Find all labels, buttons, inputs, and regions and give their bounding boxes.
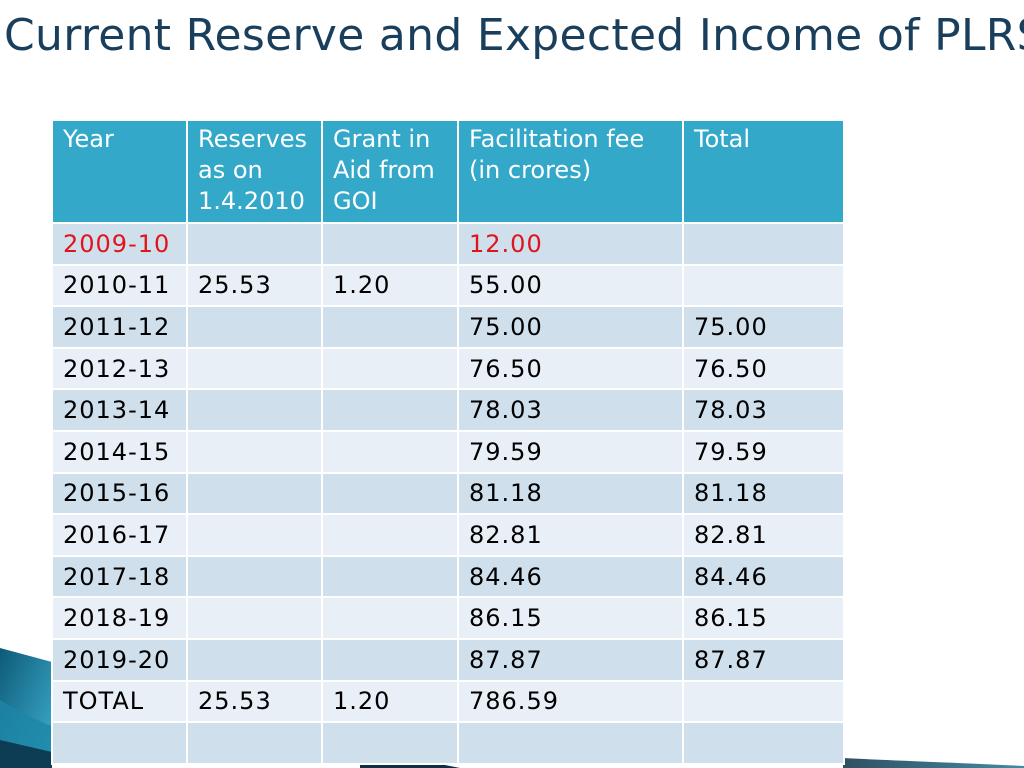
year-cell: 2012-13 [51, 346, 188, 391]
year-cell: TOTAL [51, 679, 188, 724]
total-cell: 78.03 [682, 388, 845, 432]
total-cell: 87.87 [682, 637, 845, 682]
total-cell: 75.00 [682, 305, 845, 349]
reserves-cell [186, 513, 323, 557]
reserves-cell [186, 554, 323, 599]
reserves-cell [186, 222, 323, 266]
table-row: 2015-16 81.18 81.18 [51, 471, 845, 516]
facilitation-fee-cell: 75.00 [457, 305, 684, 349]
table-row: 2012-13 76.50 76.50 [51, 346, 845, 391]
year-cell: 2013-14 [51, 388, 188, 432]
facilitation-fee-cell: 81.18 [457, 471, 684, 516]
reserves-cell [186, 596, 323, 640]
year-cell: 2015-16 [51, 471, 188, 516]
grant-cell [321, 346, 459, 391]
table-row [51, 721, 845, 765]
grant-cell: 1.20 [321, 679, 459, 724]
grant-cell [321, 596, 459, 640]
header-facilitation-fee: Facilitation fee (in crores) [457, 119, 684, 224]
year-cell: 2010-11 [51, 263, 188, 308]
table-row: 2017-18 84.46 84.46 [51, 554, 845, 599]
table-row: 2013-14 78.03 78.03 [51, 388, 845, 432]
total-cell [682, 679, 845, 724]
header-reserves: Reserves as on 1.4.2010 [186, 119, 323, 224]
table-body: 2009-10 12.00 2010-11 25.53 1.20 55.00 2011-12… [51, 222, 845, 765]
total-cell: 84.46 [682, 554, 845, 599]
facilitation-fee-cell: 79.59 [457, 429, 684, 474]
total-cell: 82.81 [682, 513, 845, 557]
table-row: 2019-20 87.87 87.87 [51, 637, 845, 682]
income-table: Year Reserves as on 1.4.2010 Grant in Ai… [51, 119, 845, 765]
reserves-cell [186, 305, 323, 349]
year-cell: 2019-20 [51, 637, 188, 682]
facilitation-fee-cell: 76.50 [457, 346, 684, 391]
grant-cell [321, 637, 459, 682]
reserves-cell [186, 388, 323, 432]
grant-cell [321, 721, 459, 765]
facilitation-fee-cell: 86.15 [457, 596, 684, 640]
facilitation-fee-cell: 12.00 [457, 222, 684, 266]
facilitation-fee-cell: 87.87 [457, 637, 684, 682]
reserves-cell [186, 721, 323, 765]
year-cell: 2017-18 [51, 554, 188, 599]
facilitation-fee-cell [457, 721, 684, 765]
table-row: 2016-17 82.81 82.81 [51, 513, 845, 557]
year-cell: 2016-17 [51, 513, 188, 557]
grant-cell [321, 554, 459, 599]
facilitation-fee-cell: 78.03 [457, 388, 684, 432]
table-row: TOTAL 25.53 1.20 786.59 [51, 679, 845, 724]
table-row: 2010-11 25.53 1.20 55.00 [51, 263, 845, 308]
table-row: 2018-19 86.15 86.15 [51, 596, 845, 640]
reserves-cell [186, 471, 323, 516]
table-row: 2011-12 75.00 75.00 [51, 305, 845, 349]
grant-cell [321, 305, 459, 349]
header-year: Year [51, 119, 188, 224]
slide-title: Current Reserve and Expected Income of P… [4, 10, 1024, 61]
table-row: 2009-10 12.00 [51, 222, 845, 266]
total-cell [682, 222, 845, 266]
grant-cell [321, 429, 459, 474]
year-cell: 2014-15 [51, 429, 188, 474]
reserves-cell [186, 637, 323, 682]
year-cell: 2011-12 [51, 305, 188, 349]
facilitation-fee-cell: 55.00 [457, 263, 684, 308]
grant-cell [321, 388, 459, 432]
reserves-cell: 25.53 [186, 263, 323, 308]
header-grant: Grant in Aid from GOI [321, 119, 459, 224]
header-total: Total [682, 119, 845, 224]
reserves-cell [186, 429, 323, 474]
year-cell: 2018-19 [51, 596, 188, 640]
total-cell [682, 721, 845, 765]
total-cell [682, 263, 845, 308]
facilitation-fee-cell: 84.46 [457, 554, 684, 599]
total-cell: 81.18 [682, 471, 845, 516]
facilitation-fee-cell: 82.81 [457, 513, 684, 557]
total-cell: 79.59 [682, 429, 845, 474]
grant-cell [321, 222, 459, 266]
facilitation-fee-cell: 786.59 [457, 679, 684, 724]
grant-cell [321, 471, 459, 516]
grant-cell [321, 513, 459, 557]
table-row: 2014-15 79.59 79.59 [51, 429, 845, 474]
year-cell: 2009-10 [51, 222, 188, 266]
reserves-cell: 25.53 [186, 679, 323, 724]
year-cell [51, 721, 188, 765]
grant-cell: 1.20 [321, 263, 459, 308]
total-cell: 86.15 [682, 596, 845, 640]
reserves-cell [186, 346, 323, 391]
total-cell: 76.50 [682, 346, 845, 391]
header-row: Year Reserves as on 1.4.2010 Grant in Ai… [51, 119, 845, 224]
